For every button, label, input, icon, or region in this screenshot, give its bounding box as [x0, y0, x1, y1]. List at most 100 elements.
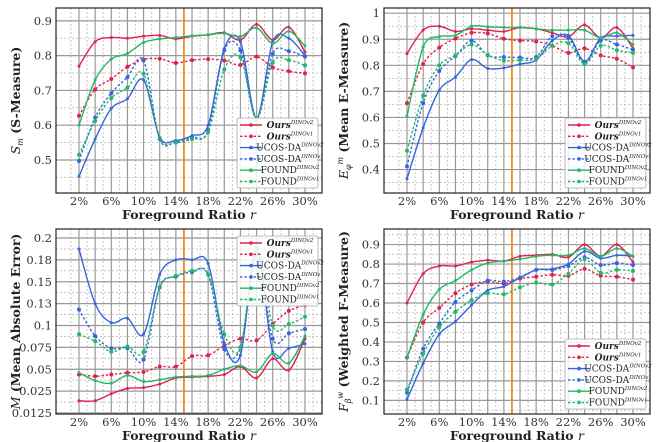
- x-axis-label-text: Foreground Ratio: [450, 428, 578, 442]
- legend-label-name: FOUND: [589, 399, 625, 409]
- data-point: [453, 264, 457, 268]
- data-point: [238, 345, 243, 350]
- data-point: [173, 140, 178, 145]
- data-point: [405, 177, 409, 181]
- y-tick-label: 0.9: [362, 238, 380, 252]
- data-point: [566, 264, 571, 268]
- legend-label-name: UCOS-DA: [256, 262, 302, 272]
- panel-e-measure: 0.4 0.5 0.6 0.7 0.8 0.9 1 2% 6% 10% 14% 18% 22% 26% 30…: [328, 0, 656, 222]
- data-point: [583, 243, 587, 247]
- data-point: [303, 54, 307, 59]
- legend-label: FOUNDDINOv2: [589, 386, 648, 397]
- y-tick-label: 0.8: [362, 257, 380, 271]
- y-tick-label: 0.5: [362, 315, 380, 329]
- legend-marker: [249, 145, 253, 150]
- data-point: [534, 274, 539, 279]
- data-point: [157, 56, 162, 61]
- data-point: [77, 174, 81, 178]
- legend-label-name: Ours: [595, 342, 619, 352]
- data-point: [615, 246, 619, 250]
- data-point: [109, 91, 114, 96]
- data-point: [631, 277, 635, 282]
- x-tick-label: 2%: [70, 415, 88, 429]
- data-point: [550, 253, 554, 257]
- data-point: [501, 279, 506, 284]
- y-tick-label: 0.0125: [12, 406, 52, 420]
- data-point: [615, 31, 619, 35]
- y-tick-label: 0.075: [19, 340, 52, 354]
- data-point: [109, 346, 114, 351]
- legend-label-name: FOUND: [589, 166, 625, 176]
- x-tick-label: 10%: [131, 194, 157, 208]
- data-point: [405, 52, 409, 56]
- legend-label-sup: DINOv1: [618, 131, 642, 137]
- legend-entry: OursDINOv2: [568, 120, 642, 131]
- x-tick-label: 14%: [491, 415, 517, 429]
- x-tick-label: 26%: [588, 415, 614, 429]
- data-point: [303, 334, 307, 338]
- data-point: [421, 361, 425, 365]
- data-point: [486, 28, 490, 32]
- data-point: [287, 368, 291, 372]
- x-tick-label: 2%: [398, 194, 416, 208]
- data-point: [534, 280, 539, 285]
- data-point: [550, 39, 554, 43]
- x-tick-label: 30%: [292, 194, 318, 208]
- data-point: [141, 58, 146, 63]
- legend-entry: UCOS-DADINOv2: [240, 143, 324, 154]
- y-tick-label: 0.8: [362, 58, 380, 72]
- data-point: [125, 344, 130, 349]
- data-point: [93, 379, 97, 383]
- legend-label: FOUNDDINOv2: [261, 283, 320, 294]
- data-point: [190, 374, 194, 378]
- x-axis-label: Foreground Ratio r: [122, 428, 257, 442]
- x-tick-label: 2%: [398, 415, 416, 429]
- data-point: [470, 268, 474, 272]
- y-tick-label: 0.1: [362, 393, 380, 407]
- data-point: [93, 137, 97, 141]
- y-tick-label: 0.6: [362, 296, 380, 310]
- data-point: [125, 97, 129, 101]
- y-tick-label: 0.2: [34, 231, 52, 245]
- data-point: [598, 38, 603, 43]
- data-point: [93, 374, 98, 379]
- data-point: [222, 48, 227, 53]
- data-point: [469, 38, 474, 43]
- data-point: [501, 36, 506, 41]
- data-point: [286, 308, 291, 313]
- data-point: [534, 27, 538, 31]
- data-point: [158, 37, 162, 41]
- legend-label-sup: DINOv2: [618, 120, 642, 126]
- series-line-ucos-da-dinov1: [406, 33, 634, 167]
- data-point: [437, 35, 441, 39]
- x-tick-label: 22%: [228, 194, 254, 208]
- data-point: [93, 119, 98, 124]
- legend-label: FOUNDDINOv1: [261, 295, 320, 306]
- legend-label-sup: DINOv2: [618, 341, 642, 347]
- plot-area: [384, 229, 650, 414]
- legend-entry: OursDINOv2: [568, 341, 642, 352]
- y-tick-label: 0.1: [34, 319, 52, 333]
- legend-entry: UCOS-DADINOv2: [568, 364, 652, 375]
- y-tick-label: 0.7: [362, 84, 380, 98]
- data-point: [141, 349, 146, 354]
- data-point: [125, 52, 129, 56]
- legend-marker: [577, 145, 581, 150]
- y-axis-symbol-sup: w: [336, 392, 345, 399]
- data-point: [158, 272, 162, 276]
- legend-marker: [249, 286, 253, 290]
- data-point: [421, 45, 425, 49]
- y-tick-label: 0.05: [26, 362, 52, 376]
- data-point: [518, 285, 522, 290]
- data-point: [486, 288, 490, 292]
- data-point: [453, 33, 457, 37]
- data-point: [453, 75, 457, 79]
- data-point: [77, 332, 81, 337]
- y-tick-label: 0.4: [362, 335, 380, 349]
- legend-label-name: Ours: [595, 132, 619, 142]
- legend-marker: [577, 157, 581, 161]
- data-point: [502, 284, 506, 288]
- data-point: [566, 253, 570, 257]
- legend-entry: OursDINOv2: [240, 120, 314, 131]
- x-tick-label: 10%: [459, 415, 485, 429]
